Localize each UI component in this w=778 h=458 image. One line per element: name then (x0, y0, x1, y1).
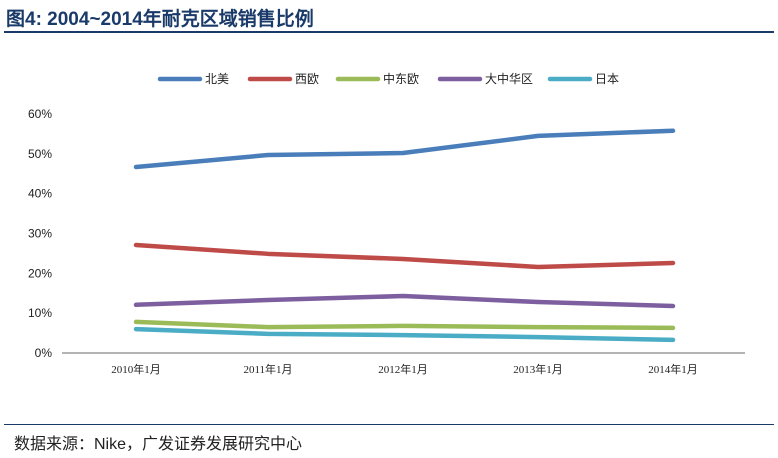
series-line-2 (133, 319, 676, 331)
source-note: 数据来源：Nike，广发证券发展研究中心 (14, 436, 303, 453)
legend-label: 西欧 (295, 72, 319, 86)
series-line-1 (133, 242, 676, 270)
x-tick-label: 2011年1月 (243, 362, 292, 376)
series-line-0 (133, 128, 676, 170)
source-divider (4, 424, 774, 425)
y-tick-label: 10% (28, 306, 52, 320)
legend-label: 中东欧 (383, 71, 419, 86)
y-tick-label: 0% (35, 346, 53, 360)
y-tick-label: 20% (28, 266, 52, 280)
x-tick-label: 2012年1月 (378, 362, 428, 376)
legend-label: 日本 (595, 72, 619, 86)
figure-title: 图4: 2004~2014年耐克区域销售比例 (6, 9, 314, 30)
x-tick-label: 2014年1月 (648, 362, 698, 376)
title-divider (4, 31, 774, 33)
series-line-4 (133, 326, 676, 343)
x-tick-label: 2013年1月 (513, 362, 563, 376)
legend-label: 北美 (205, 72, 229, 86)
y-tick-label: 60% (28, 107, 52, 121)
y-tick-label: 50% (28, 147, 52, 161)
y-tick-label: 30% (28, 227, 52, 241)
legend-label: 大中华区 (485, 71, 533, 86)
series-line-3 (133, 293, 676, 309)
x-tick-label: 2010年1月 (111, 362, 161, 376)
y-tick-label: 40% (28, 187, 52, 201)
